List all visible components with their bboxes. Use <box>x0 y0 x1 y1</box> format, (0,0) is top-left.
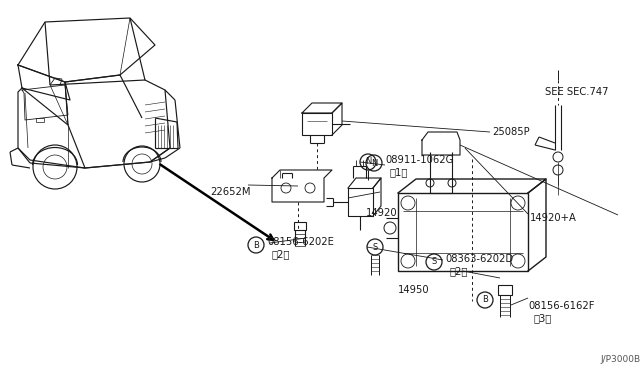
Text: 22652M: 22652M <box>210 187 250 197</box>
Text: S: S <box>431 257 436 266</box>
Text: B: B <box>482 295 488 305</box>
Bar <box>294 222 306 230</box>
Text: 14920: 14920 <box>366 208 397 218</box>
Text: N: N <box>371 158 377 167</box>
Text: （1）: （1） <box>390 167 408 177</box>
Text: （2）: （2） <box>450 266 468 276</box>
Text: 14950: 14950 <box>398 285 429 295</box>
Text: SEE SEC.747: SEE SEC.747 <box>545 87 609 97</box>
Text: 08363-6202D: 08363-6202D <box>445 254 513 264</box>
Text: 14920+A: 14920+A <box>530 213 577 223</box>
Text: （3）: （3） <box>533 313 551 323</box>
Bar <box>36 118 44 122</box>
Text: B: B <box>253 241 259 250</box>
Text: 08911-1062G: 08911-1062G <box>385 155 453 165</box>
Bar <box>398 193 528 271</box>
Text: J/P3000B: J/P3000B <box>600 356 640 365</box>
Bar <box>498 285 512 295</box>
Bar <box>302 113 332 135</box>
Text: （2）: （2） <box>272 249 291 259</box>
Text: 25085P: 25085P <box>492 127 530 137</box>
Text: 08156-6202E: 08156-6202E <box>267 237 334 247</box>
Text: 08156-6162F: 08156-6162F <box>528 301 595 311</box>
Text: S: S <box>372 243 378 251</box>
Text: N: N <box>365 157 371 167</box>
